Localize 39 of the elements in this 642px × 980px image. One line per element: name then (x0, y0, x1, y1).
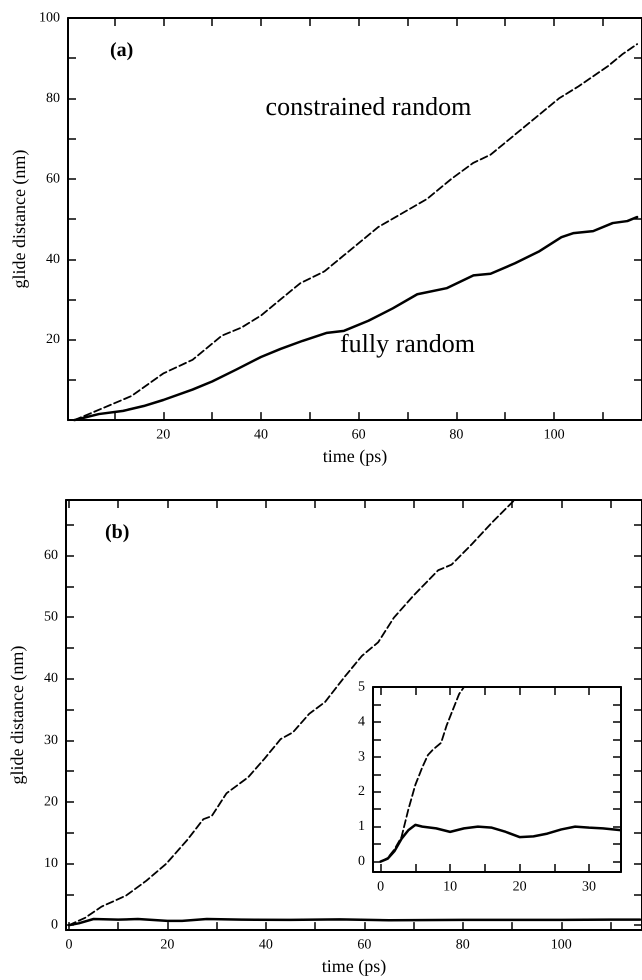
y-axis-title: glide distance (nm) (7, 646, 27, 785)
x-tick-label: 80 (449, 428, 464, 443)
y-tick-label: 40 (46, 252, 60, 267)
y-axis-title: glide distance (nm) (9, 150, 29, 289)
x-tick-label: 100 (544, 428, 565, 443)
y-tick-label: 0 (51, 918, 58, 933)
x-tick-label: 0 (377, 880, 384, 894)
y-tick-label: 5 (358, 680, 365, 694)
x-tick-label: 0 (65, 938, 72, 953)
x-tick-label: 10 (443, 880, 458, 894)
y-tick-label: 20 (46, 332, 60, 348)
series-label: constrained random (266, 92, 472, 121)
y-tick-label: 50 (44, 610, 58, 625)
x-tick-label: 30 (582, 880, 596, 894)
x-tick-label: 100 (550, 938, 572, 953)
annotation: (a) (110, 39, 134, 61)
y-tick-label: 1 (358, 819, 365, 834)
x-axis-title: time (ps) (322, 956, 386, 976)
y-tick-label: 80 (46, 90, 60, 106)
y-tick-label: 40 (44, 671, 58, 686)
series-label: fully random (340, 329, 476, 358)
annotation: (b) (105, 521, 130, 543)
y-tick-label: 10 (44, 856, 58, 872)
y-tick-label: 3 (358, 749, 365, 764)
x-tick-label: 40 (254, 428, 268, 443)
x-tick-label: 80 (456, 938, 470, 953)
y-tick-label: 60 (46, 171, 60, 186)
x-tick-label: 40 (258, 938, 273, 953)
y-tick-label: 2 (358, 784, 365, 800)
x-tick-label: 20 (160, 938, 174, 953)
y-tick-label: 4 (358, 714, 365, 730)
x-tick-label: 20 (512, 880, 527, 894)
y-tick-label: 100 (39, 10, 60, 26)
x-tick-label: 20 (156, 428, 170, 443)
y-tick-label: 20 (44, 794, 58, 810)
y-tick-label: 30 (44, 732, 58, 748)
x-axis-title: time (ps) (322, 446, 388, 466)
y-tick-label: 60 (44, 548, 58, 563)
y-tick-label: 0 (358, 854, 365, 870)
